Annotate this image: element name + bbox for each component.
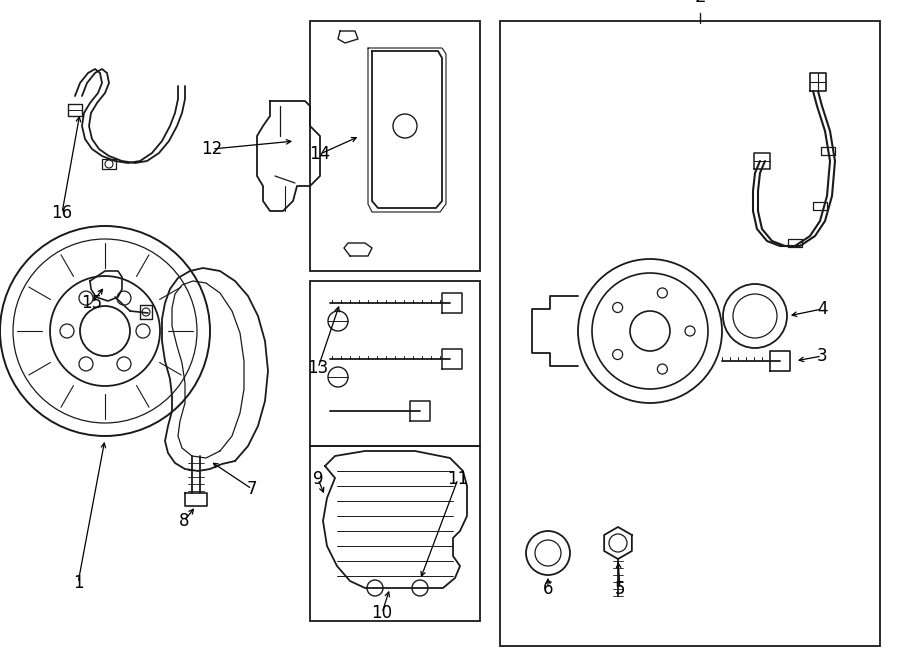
Text: 12: 12 (202, 140, 222, 158)
Text: 1: 1 (73, 574, 84, 592)
Text: 2: 2 (694, 0, 706, 6)
Text: 6: 6 (543, 580, 553, 598)
Text: 10: 10 (372, 604, 392, 622)
Text: 7: 7 (247, 480, 257, 498)
Text: 3: 3 (816, 347, 827, 365)
Text: 9: 9 (313, 470, 323, 488)
Text: 11: 11 (447, 470, 469, 488)
Bar (310, 446, 480, 621)
Text: 14: 14 (310, 145, 330, 163)
Text: 5: 5 (615, 580, 626, 598)
Bar (310, 21, 480, 271)
Text: 4: 4 (817, 300, 827, 318)
Bar (500, 21, 880, 646)
Text: 13: 13 (308, 359, 328, 377)
Text: 16: 16 (51, 204, 73, 222)
Bar (310, 281, 480, 446)
Text: 8: 8 (179, 512, 189, 530)
Text: 15: 15 (81, 294, 103, 312)
